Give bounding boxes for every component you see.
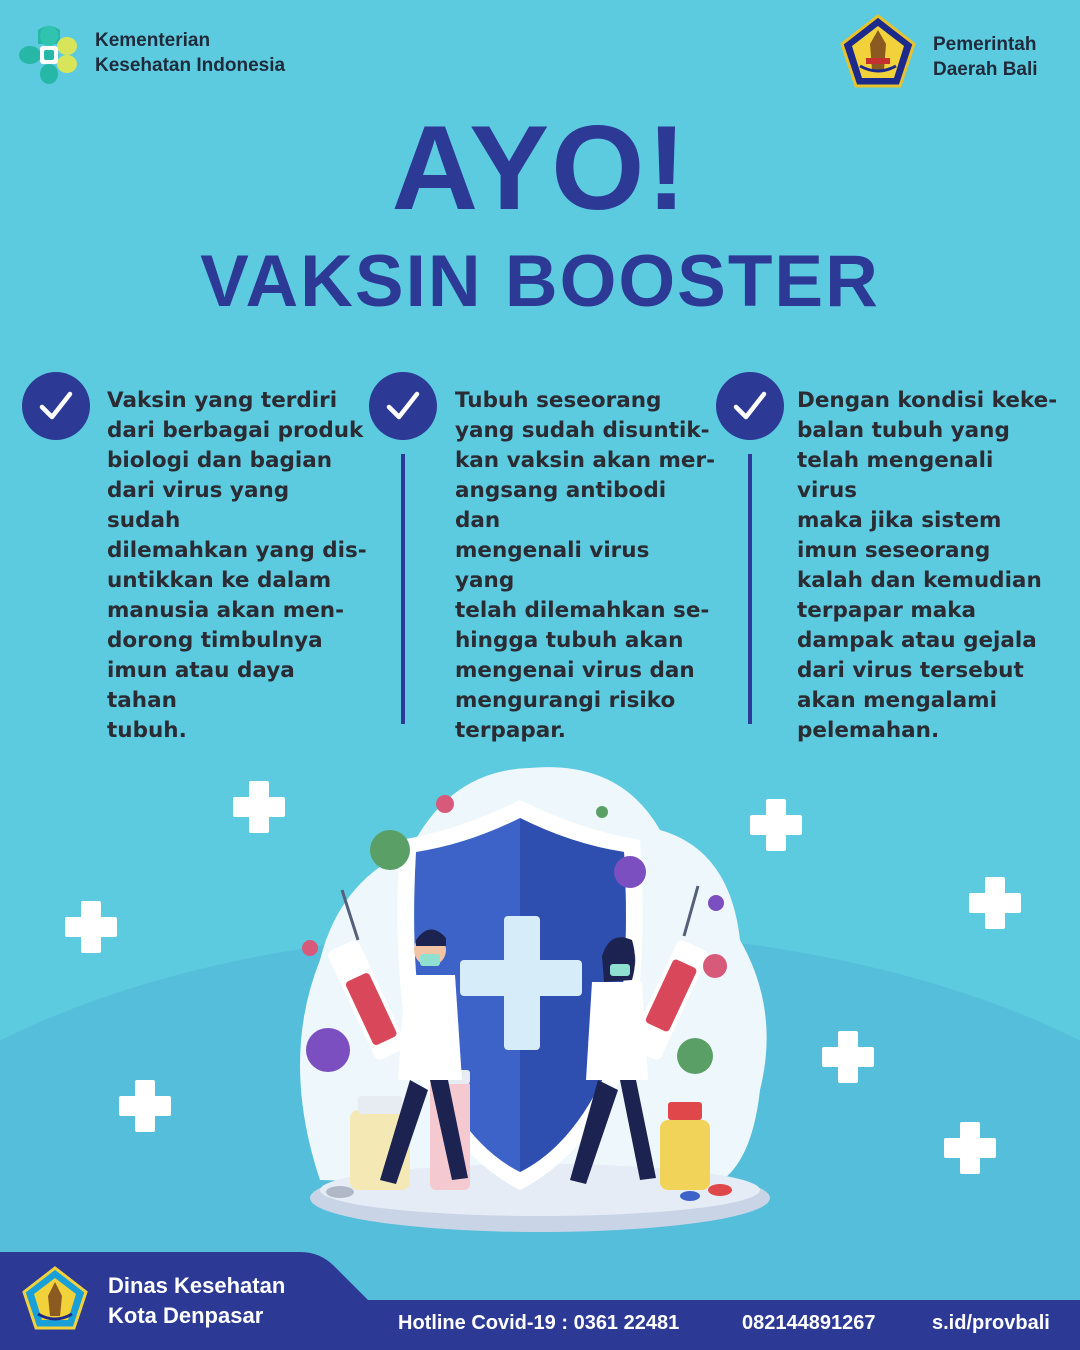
plus-icon [944,1122,996,1174]
check-icon [22,372,90,440]
plus-icon [233,781,285,833]
plus-icon [119,1080,171,1132]
info-point-2-text: Tubuh seseorang yang sudah disuntik- kan… [455,388,715,743]
pemda-bali-name: Pemerintah Daerah Bali [933,34,1038,80]
hotline-text: Hotline Covid-19 : 0361 22481 [398,1312,680,1334]
website-link[interactable]: s.id/provbali [932,1312,1050,1334]
info-point-1: Vaksin yang terdiri dari berbagai produk… [22,372,367,743]
plus-icon [65,901,117,953]
check-icon [716,372,784,440]
kemenkes-logo-block: Kementerian Kesehatan Indonesia [18,24,308,86]
info-point-1-text: Vaksin yang terdiri dari berbagai produk… [107,388,367,743]
phone-number: 082144891267 [742,1312,876,1334]
bali-emblem-icon [840,14,916,88]
kemenkes-name: Kementerian Kesehatan Indonesia [95,30,286,76]
check-icon [369,372,437,440]
plus-icon [969,877,1021,929]
kemenkes-logo-icon [19,26,77,84]
pemda-bali-logo-block: Pemerintah Daerah Bali [840,14,1060,88]
footer-tab [0,1252,370,1350]
dinkes-name: Dinas Kesehatan Kota Denpasar [108,1273,286,1328]
headline-ayo: AYO! [391,101,689,235]
info-point-3-text: Dengan kondisi keke- balan tubuh yang te… [797,388,1058,743]
headline-vaksin-booster: VAKSIN BOOSTER [200,241,880,322]
dinkes-logo-icon [22,1266,88,1330]
plus-icon [822,1031,874,1083]
info-point-2: Tubuh seseorang yang sudah disuntik- kan… [369,372,715,743]
column-divider [748,454,752,724]
vaccine-shield-illustration [300,767,770,1232]
plus-icon [750,799,802,851]
info-point-3: Dengan kondisi keke- balan tubuh yang te… [716,372,1066,743]
column-divider [401,454,405,724]
